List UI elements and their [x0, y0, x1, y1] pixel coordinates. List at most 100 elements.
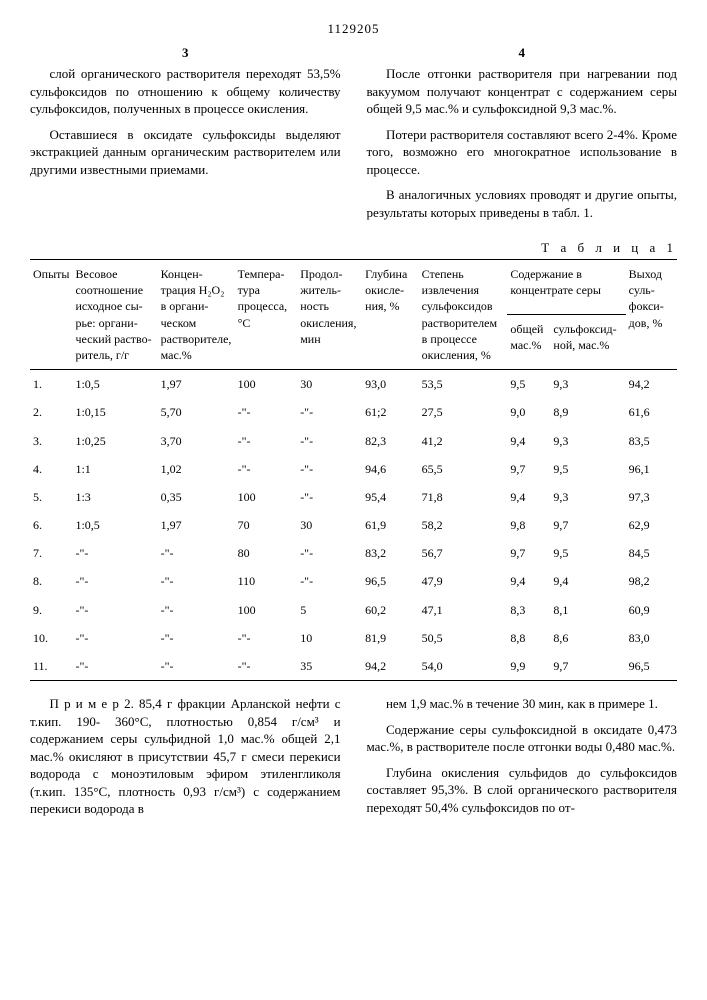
- table-cell: 10: [297, 624, 362, 652]
- table-cell: 96,5: [362, 567, 419, 595]
- table-cell: 93,0: [362, 370, 419, 399]
- table-cell: 94,2: [626, 370, 677, 399]
- table-cell: -"-: [72, 567, 157, 595]
- table-cell: 60,2: [362, 596, 419, 624]
- table-cell: 65,5: [419, 455, 508, 483]
- table-cell: 96,1: [626, 455, 677, 483]
- table-cell: 8.: [30, 567, 72, 595]
- top-columns: 3 слой органического растворителя перехо…: [30, 44, 677, 230]
- table-row: 7.-"--"-80-"-83,256,79,79,584,5: [30, 539, 677, 567]
- table-cell: 54,0: [419, 652, 508, 681]
- table-cell: 6.: [30, 511, 72, 539]
- table-cell: 41,2: [419, 427, 508, 455]
- table-row: 2.1:0,155,70-"--"-61;227,59,08,961,6: [30, 398, 677, 426]
- table-cell: 62,9: [626, 511, 677, 539]
- table-cell: 47,1: [419, 596, 508, 624]
- table-cell: -"-: [235, 455, 298, 483]
- table-row: 9.-"--"-100560,247,18,38,160,9: [30, 596, 677, 624]
- col-header: Темпера­тура процес­са, °С: [235, 260, 298, 370]
- table-cell: 0,35: [158, 483, 235, 511]
- col-header: Степень извлече­ния суль­фокси­дов ра­ст…: [419, 260, 508, 370]
- table-cell: -"-: [72, 539, 157, 567]
- paragraph: В аналогичных условиях проводят и другие…: [366, 186, 677, 221]
- table-cell: 61,6: [626, 398, 677, 426]
- table-row: 10.-"--"--"-1081,950,58,88,683,0: [30, 624, 677, 652]
- table-cell: 82,3: [362, 427, 419, 455]
- paragraph: Потери растворителя составляют всего 2-4…: [366, 126, 677, 179]
- col-header: Концен­трация H₂O₂ в органи­ческом раств…: [158, 260, 235, 370]
- table-cell: 98,2: [626, 567, 677, 595]
- table-cell: 30: [297, 370, 362, 399]
- table-cell: 83,0: [626, 624, 677, 652]
- table-cell: -"-: [297, 567, 362, 595]
- table-cell: -"-: [235, 398, 298, 426]
- table-cell: 94,6: [362, 455, 419, 483]
- top-right-column: 4 После отгонки растворителя при нагрева…: [366, 44, 677, 230]
- table-cell: 1:0,5: [72, 511, 157, 539]
- top-left-column: 3 слой органического растворителя перехо…: [30, 44, 341, 230]
- table-cell: -"-: [72, 652, 157, 681]
- table-cell: 9,8: [507, 511, 550, 539]
- table-cell: -"-: [297, 427, 362, 455]
- table-cell: 9,7: [550, 511, 625, 539]
- table-cell: 30: [297, 511, 362, 539]
- col-header-group: Содержание в концентрате серы: [507, 260, 625, 315]
- table-cell: 4.: [30, 455, 72, 483]
- table-cell: 9,4: [550, 567, 625, 595]
- table-cell: 95,4: [362, 483, 419, 511]
- col-subheader: сульфоксид­ной, мас.%: [550, 315, 625, 370]
- table-cell: 84,5: [626, 539, 677, 567]
- table-cell: 61,9: [362, 511, 419, 539]
- table-cell: 1:0,5: [72, 370, 157, 399]
- table-cell: 1,97: [158, 370, 235, 399]
- table-cell: 9,3: [550, 427, 625, 455]
- table-cell: 10.: [30, 624, 72, 652]
- paragraph: П р и м е р 2. 85,4 г фракции Арланской …: [30, 695, 341, 818]
- paragraph: Глубина окисления сульфидов до сульфокси…: [366, 764, 677, 817]
- table-cell: 8,1: [550, 596, 625, 624]
- table-row: 4.1:11,02-"--"-94,665,59,79,596,1: [30, 455, 677, 483]
- table-cell: 96,5: [626, 652, 677, 681]
- table-cell: 9,9: [507, 652, 550, 681]
- table-cell: 9.: [30, 596, 72, 624]
- table-cell: -"-: [235, 624, 298, 652]
- table-cell: 1:3: [72, 483, 157, 511]
- table-cell: 80: [235, 539, 298, 567]
- table-cell: 9,5: [507, 370, 550, 399]
- col-header: Продол­житель­ность окисле­ния, мин: [297, 260, 362, 370]
- table-cell: 100: [235, 596, 298, 624]
- table-cell: 94,2: [362, 652, 419, 681]
- table-cell: 100: [235, 483, 298, 511]
- right-page-num: 4: [366, 44, 677, 62]
- table-row: 6.1:0,51,97703061,958,29,89,762,9: [30, 511, 677, 539]
- left-page-num: 3: [30, 44, 341, 62]
- table-body: 1.1:0,51,971003093,053,59,59,394,22.1:0,…: [30, 370, 677, 681]
- table-row: 5.1:30,35100-"-95,471,89,49,397,3: [30, 483, 677, 511]
- table-cell: -"-: [158, 596, 235, 624]
- table-cell: -"-: [235, 427, 298, 455]
- table-cell: -"-: [158, 652, 235, 681]
- table-cell: 47,9: [419, 567, 508, 595]
- table-cell: 3,70: [158, 427, 235, 455]
- table-cell: 5,70: [158, 398, 235, 426]
- table-cell: -"-: [297, 539, 362, 567]
- table-cell: 8,3: [507, 596, 550, 624]
- table-cell: 9,0: [507, 398, 550, 426]
- paragraph: нем 1,9 мас.% в течение 30 мин, как в пр…: [366, 695, 677, 713]
- paragraph: Оставшиеся в оксидате сульфоксиды выделя…: [30, 126, 341, 179]
- table-cell: -"-: [297, 455, 362, 483]
- table-cell: 9,3: [550, 483, 625, 511]
- table-cell: 9,7: [507, 455, 550, 483]
- table-cell: 5.: [30, 483, 72, 511]
- table-cell: 8,8: [507, 624, 550, 652]
- table-cell: 110: [235, 567, 298, 595]
- bottom-left-column: П р и м е р 2. 85,4 г фракции Арланской …: [30, 695, 341, 826]
- table-row: 11.-"--"--"-3594,254,09,99,796,5: [30, 652, 677, 681]
- table-cell: 8,9: [550, 398, 625, 426]
- table-cell: 11.: [30, 652, 72, 681]
- table-cell: 53,5: [419, 370, 508, 399]
- table-cell: 3.: [30, 427, 72, 455]
- table-cell: 1,97: [158, 511, 235, 539]
- table-cell: -"-: [158, 624, 235, 652]
- table-cell: 50,5: [419, 624, 508, 652]
